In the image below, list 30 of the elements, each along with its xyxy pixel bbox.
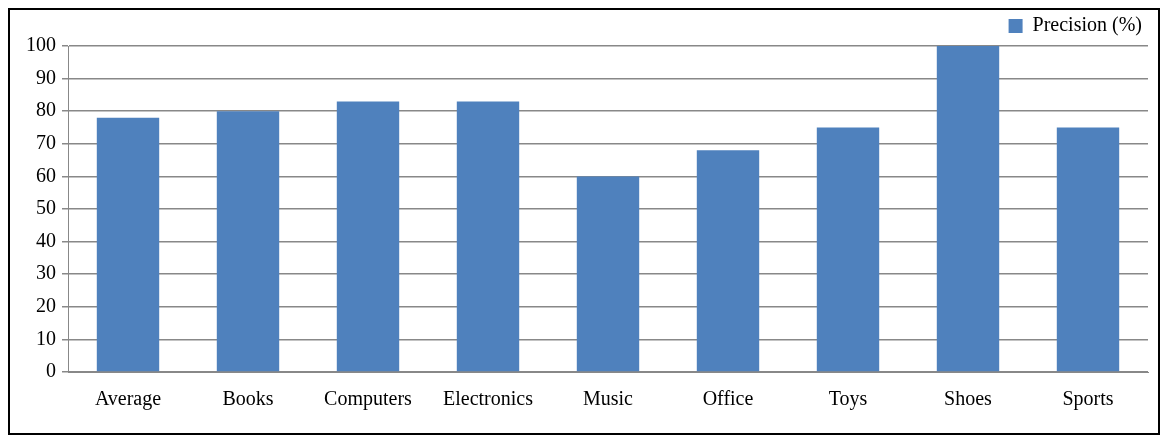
y-tick-label: 80 [36, 98, 56, 121]
x-tick-label: Shoes [944, 387, 993, 410]
y-tick-label: 30 [36, 261, 56, 284]
bar [336, 101, 400, 372]
x-tick-label: Toys [828, 387, 868, 411]
y-tick-label: 0 [46, 359, 56, 382]
legend-label: Precision (%) [1032, 13, 1143, 37]
x-tick-label: Office [702, 387, 754, 410]
x-tick-label: Computers [324, 387, 413, 411]
bar [936, 46, 1000, 372]
x-tick-label: Music [583, 387, 634, 410]
bar [456, 101, 520, 372]
bar [1056, 127, 1120, 372]
x-tick-label: Books [222, 387, 274, 410]
bar [96, 117, 160, 372]
y-tick-label: 20 [36, 294, 56, 317]
bar [816, 127, 880, 372]
y-tick-label: 90 [36, 65, 56, 88]
y-tick-label: 10 [36, 326, 56, 349]
y-tick-label: 60 [36, 163, 56, 186]
bar [576, 176, 640, 372]
y-tick-label: 50 [36, 196, 56, 219]
x-tick-label: Average [94, 387, 162, 411]
x-tick-label: Sports [1062, 387, 1114, 411]
bar [696, 150, 760, 372]
bar [216, 111, 280, 372]
y-tick-label: 40 [36, 228, 56, 251]
y-tick-label: 100 [26, 33, 56, 56]
x-tick-label: Electronics [443, 387, 534, 410]
y-tick-label: 70 [36, 131, 56, 154]
